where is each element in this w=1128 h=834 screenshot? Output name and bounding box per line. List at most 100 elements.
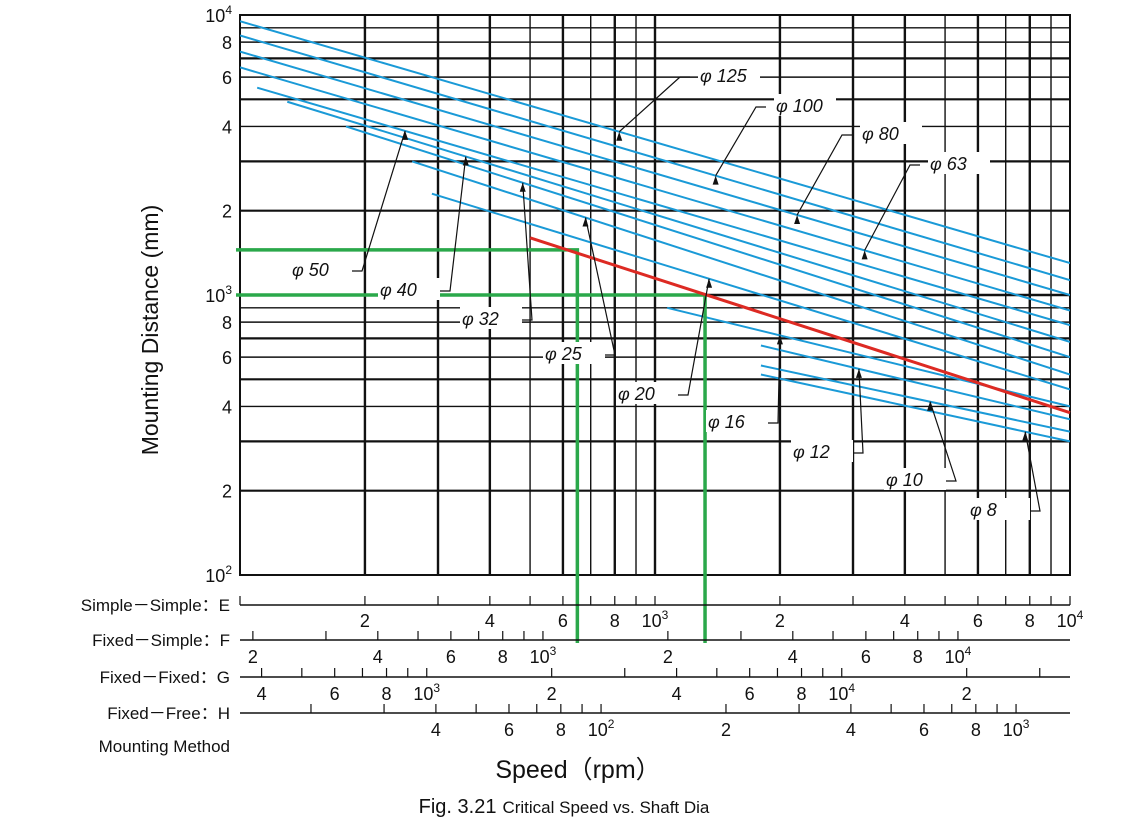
leader-arrow — [855, 368, 862, 378]
y-tick-label: 6 — [222, 68, 232, 88]
series-line — [240, 34, 1070, 282]
leader-arrow — [1022, 431, 1029, 441]
scale-tick-label: 8 — [556, 720, 566, 740]
scale-name: Simple－Simple：E — [81, 596, 230, 615]
leader-arrow — [402, 130, 409, 140]
leader-arrow — [794, 214, 801, 224]
series-line — [760, 344, 1070, 421]
y-axis-title: Mounting Distance (mm) — [137, 205, 163, 456]
scale-tick-label: 8 — [797, 684, 807, 704]
leader-line — [1024, 431, 1041, 512]
scale-tick-label: 4 — [257, 684, 267, 704]
scale-tick-label: 104 — [828, 681, 855, 704]
scale-tick-label: 4 — [672, 684, 682, 704]
scale-tick-label: 8 — [498, 647, 508, 667]
scale-tick-label: 2 — [360, 611, 370, 631]
scale-tick-label: 2 — [721, 720, 731, 740]
scale-tick-label: 4 — [846, 720, 856, 740]
leader-line — [678, 278, 710, 396]
scale-name: Fixed－Free：H — [107, 704, 230, 723]
leader-line — [768, 335, 781, 424]
scale-name: Fixed－Simple：F — [92, 631, 230, 650]
leader-arrow — [776, 335, 783, 345]
scale-tick-label: 2 — [663, 647, 673, 667]
series-line — [240, 66, 1070, 312]
y-tick-label: 2 — [222, 202, 232, 222]
label-background — [791, 440, 853, 462]
leader-line — [853, 368, 864, 454]
label-background — [884, 468, 946, 490]
scale-name: Fixed－Fixed：G — [100, 668, 230, 687]
guide-line — [236, 293, 707, 643]
diameter-label: φ 16 — [708, 412, 746, 432]
label-background — [706, 410, 768, 432]
scale-tick-label: 2 — [775, 611, 785, 631]
scale-tick-label: 8 — [1025, 611, 1035, 631]
scale-tick-label: 104 — [945, 644, 972, 667]
diameter-label: φ 20 — [618, 384, 655, 404]
red-critical-line — [529, 236, 1071, 415]
label-background — [860, 122, 922, 144]
x-axis-title: Speed（rpm） — [495, 756, 660, 784]
leader-arrow — [462, 156, 469, 166]
series-line — [286, 100, 1070, 343]
scale-tick-label: 4 — [373, 647, 383, 667]
y-tick-label: 104 — [205, 3, 232, 26]
y-tick-label: 103 — [205, 283, 232, 306]
figure-caption: Fig. 3.21 Critical Speed vs. Shaft Dia — [0, 796, 1128, 819]
label-leaders: φ 125 φ 100 φ 80 φ 63 φ 50 φ 40 φ 32 φ 25 φ 20 φ … — [290, 64, 1041, 520]
scale-tick-label: 6 — [504, 720, 514, 740]
diameter-label: φ 25 — [545, 344, 583, 364]
caption-text: Critical Speed vs. Shaft Dia — [502, 798, 710, 817]
scale-tick-label: 2 — [547, 684, 557, 704]
label-background — [774, 94, 836, 116]
diameter-label: φ 12 — [793, 442, 830, 462]
guide-line — [236, 248, 580, 643]
series-line — [760, 373, 1070, 443]
leader-line — [864, 164, 920, 251]
scale-tick-label: 6 — [861, 647, 871, 667]
label-background — [378, 278, 440, 300]
series-line — [240, 20, 1070, 265]
diameter-label: φ 32 — [462, 309, 499, 329]
y-tick-labels: 102 2 4 6 8 103 2 4 6 8 104 — [205, 3, 232, 586]
scale-tick-label: 8 — [913, 647, 923, 667]
scale-tick-label: 102 — [588, 717, 615, 740]
leader-line — [352, 130, 406, 272]
mounting-method-label: Mounting Method — [99, 737, 230, 756]
y-tick-label: 8 — [222, 33, 232, 53]
leader-line — [522, 182, 533, 321]
y-tick-label: 2 — [222, 482, 232, 502]
mounting-method-scales: Simple－Simple：E2 4 6 8 103 2 4 6 8 104Fixed－Simpl… — [81, 596, 1084, 740]
series-line — [760, 364, 1070, 433]
leader-arrow — [582, 217, 589, 227]
scale-tick-label: 6 — [745, 684, 755, 704]
series-line — [411, 160, 1070, 376]
diameter-label: φ 40 — [380, 280, 417, 300]
leader-arrow — [927, 401, 934, 411]
leader-arrow — [519, 182, 526, 192]
leader-arrow — [706, 278, 713, 288]
label-background — [543, 342, 605, 364]
leader-line — [929, 401, 957, 482]
diameter-label: φ 80 — [862, 124, 899, 144]
scale-tick-label: 4 — [431, 720, 441, 740]
scale-tick-label: 103 — [642, 608, 669, 631]
leader-line — [796, 134, 852, 216]
label-background — [928, 152, 990, 174]
diameter-label: φ 100 — [776, 96, 823, 116]
y-tick-label: 4 — [222, 397, 232, 417]
scale-tick-label: 103 — [1003, 717, 1030, 740]
y-tick-label: 6 — [222, 348, 232, 368]
scale-tick-label: 8 — [610, 611, 620, 631]
scale-tick-label: 104 — [1057, 608, 1084, 631]
label-background — [698, 64, 760, 86]
label-background — [616, 382, 678, 404]
scale-tick-label: 2 — [248, 647, 258, 667]
critical-speed-line — [529, 236, 1071, 415]
scale-tick-label: 8 — [971, 720, 981, 740]
label-background — [968, 498, 1030, 520]
diameter-label: φ 50 — [292, 260, 329, 280]
leader-line — [715, 106, 766, 176]
